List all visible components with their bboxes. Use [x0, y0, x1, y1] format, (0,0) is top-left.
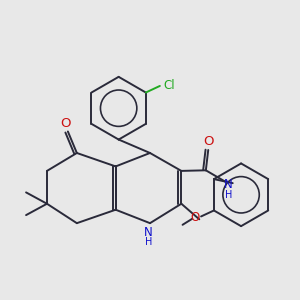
Text: O: O [204, 135, 214, 148]
Text: O: O [190, 211, 199, 224]
Text: H: H [224, 190, 232, 200]
Text: N: N [144, 226, 153, 238]
Text: N: N [224, 178, 233, 191]
Text: H: H [145, 237, 152, 247]
Text: Cl: Cl [163, 79, 175, 92]
Text: O: O [60, 117, 71, 130]
